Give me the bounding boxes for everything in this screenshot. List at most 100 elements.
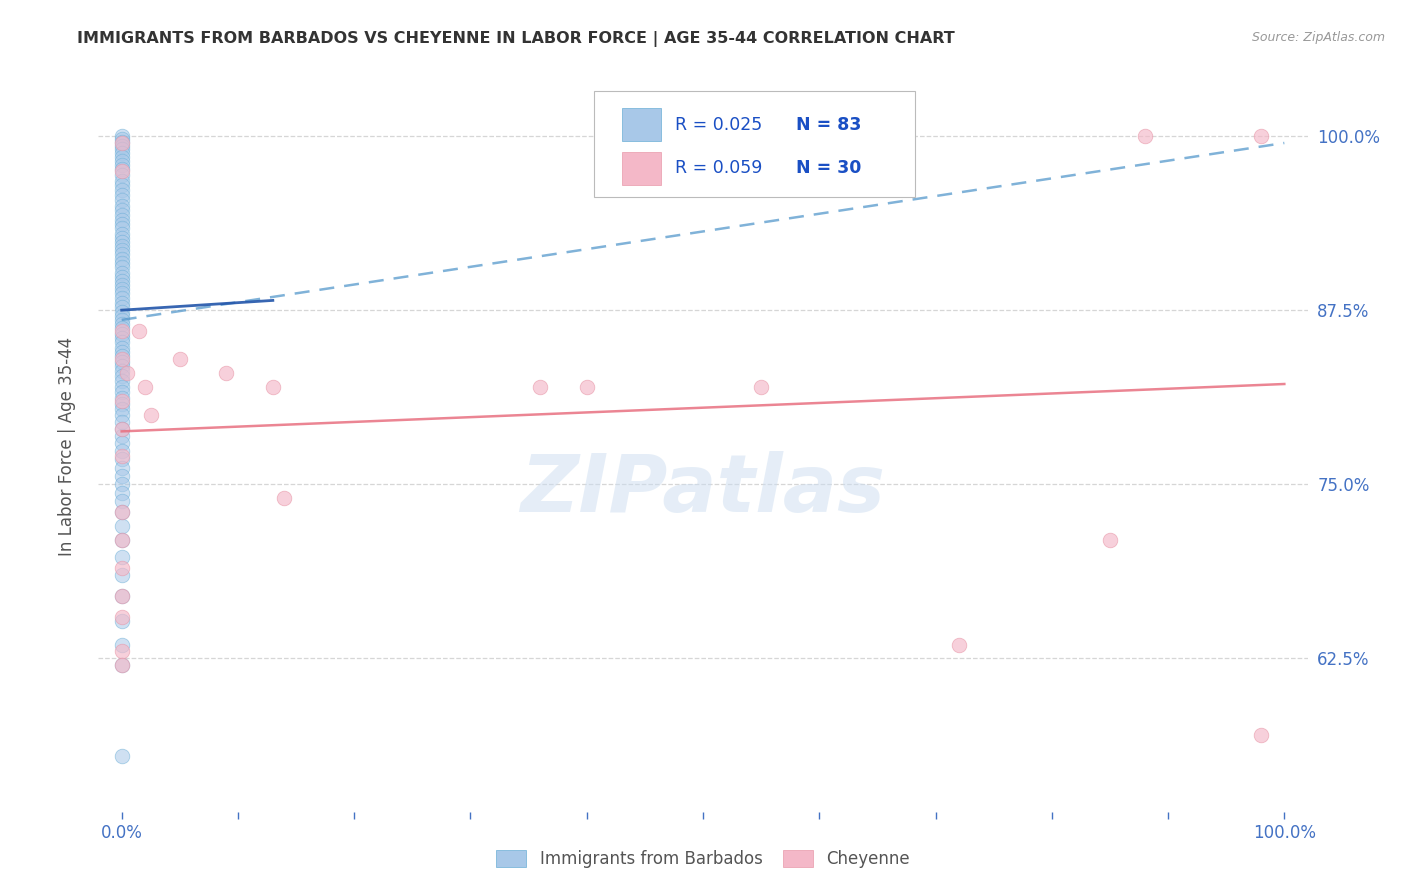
Point xyxy=(111,450,134,464)
Point xyxy=(111,145,134,160)
Point xyxy=(111,142,134,156)
Point xyxy=(111,217,134,231)
Point xyxy=(111,351,134,366)
Point xyxy=(111,212,134,227)
Point xyxy=(111,286,134,301)
Point xyxy=(111,309,134,323)
Point xyxy=(111,154,134,169)
Point xyxy=(111,658,134,673)
Point xyxy=(111,252,134,266)
Point xyxy=(111,355,134,369)
Point xyxy=(111,505,134,519)
Point xyxy=(111,393,134,408)
Point xyxy=(111,345,134,359)
Point xyxy=(111,132,134,146)
Point xyxy=(111,359,134,373)
Point xyxy=(111,443,134,458)
Point xyxy=(111,485,134,500)
Point xyxy=(111,368,134,383)
Point xyxy=(111,494,134,508)
Point xyxy=(111,183,134,197)
Point xyxy=(1250,728,1272,742)
Point xyxy=(111,227,134,241)
Point xyxy=(111,644,134,658)
Point xyxy=(111,460,134,475)
Point xyxy=(111,533,134,547)
Point xyxy=(111,202,134,217)
Point xyxy=(111,609,134,624)
Point xyxy=(111,260,134,274)
Point xyxy=(111,324,134,338)
Point xyxy=(948,638,970,652)
Point xyxy=(111,326,134,341)
Point xyxy=(111,364,134,378)
Point xyxy=(111,341,134,355)
Point xyxy=(111,256,134,270)
Point xyxy=(1098,533,1121,547)
Point xyxy=(215,366,238,380)
Point xyxy=(111,614,134,628)
Point xyxy=(111,421,134,435)
Point xyxy=(111,402,134,417)
Point xyxy=(128,324,150,338)
Point xyxy=(111,317,134,331)
Point xyxy=(111,385,134,400)
Point xyxy=(749,380,772,394)
Point xyxy=(111,452,134,467)
Point xyxy=(1133,128,1156,143)
Point xyxy=(111,296,134,310)
Point xyxy=(575,380,598,394)
Point xyxy=(111,396,134,410)
Point xyxy=(111,158,134,172)
Point xyxy=(111,408,134,422)
Point xyxy=(111,331,134,345)
Bar xyxy=(621,108,661,141)
Point xyxy=(111,589,134,603)
Point xyxy=(111,138,134,153)
Y-axis label: In Labor Force | Age 35-44: In Labor Force | Age 35-44 xyxy=(58,336,76,556)
FancyBboxPatch shape xyxy=(595,91,915,197)
Point xyxy=(111,321,134,335)
Point xyxy=(111,421,134,435)
Point xyxy=(111,374,134,388)
Point xyxy=(169,351,191,366)
Point xyxy=(111,549,134,564)
Point xyxy=(111,638,134,652)
Point xyxy=(111,567,134,582)
Point xyxy=(111,415,134,429)
Point xyxy=(111,150,134,164)
Point xyxy=(111,391,134,405)
Point xyxy=(111,505,134,519)
Text: N = 83: N = 83 xyxy=(796,116,862,134)
Point xyxy=(111,282,134,296)
Text: R = 0.025: R = 0.025 xyxy=(675,116,762,134)
Point xyxy=(111,749,134,764)
Point xyxy=(111,533,134,547)
Text: ZIPatlas: ZIPatlas xyxy=(520,450,886,529)
Point xyxy=(139,408,162,422)
Point xyxy=(111,313,134,327)
Point xyxy=(111,658,134,673)
Point xyxy=(111,239,134,253)
Point xyxy=(111,301,134,315)
Point xyxy=(111,136,134,150)
Text: R = 0.059: R = 0.059 xyxy=(675,160,762,178)
Point xyxy=(111,349,134,363)
Point xyxy=(111,168,134,182)
Point xyxy=(111,209,134,223)
Point xyxy=(111,278,134,293)
Point xyxy=(134,380,156,394)
Text: Source: ZipAtlas.com: Source: ZipAtlas.com xyxy=(1251,31,1385,45)
Point xyxy=(117,366,139,380)
Point xyxy=(111,477,134,491)
Point xyxy=(111,335,134,350)
Point xyxy=(111,380,134,394)
Point xyxy=(262,380,284,394)
Point xyxy=(111,164,134,178)
Point xyxy=(111,244,134,258)
Point xyxy=(111,162,134,177)
Point xyxy=(111,291,134,305)
Point xyxy=(111,428,134,442)
Legend: Immigrants from Barbados, Cheyenne: Immigrants from Barbados, Cheyenne xyxy=(489,843,917,875)
Point xyxy=(111,173,134,187)
